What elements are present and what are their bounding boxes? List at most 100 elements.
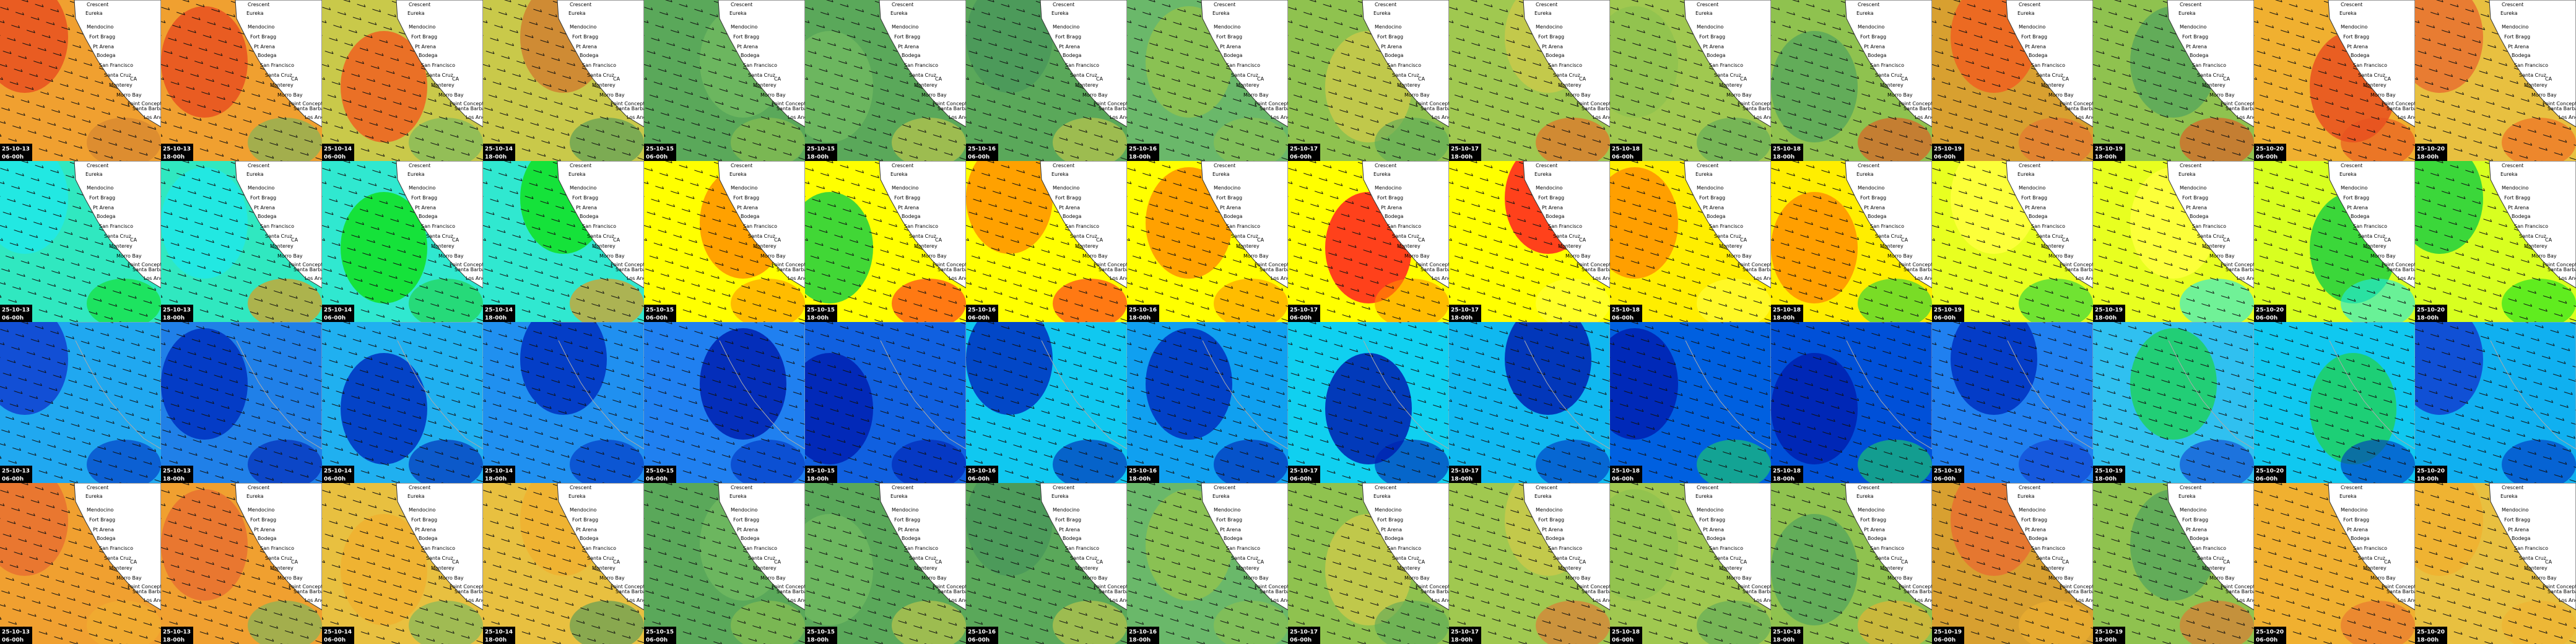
date-label: 25-10-20 xyxy=(2417,629,2445,635)
place-name: Monterey xyxy=(592,243,616,249)
place-name: Eureka xyxy=(1534,172,1552,177)
place-name: Santa Barbara xyxy=(777,106,805,111)
place-name: Crescent xyxy=(248,485,269,490)
date-label: 25-10-15 xyxy=(646,307,674,313)
time-label: 18-00h xyxy=(485,637,507,643)
place-name: Eureka xyxy=(1856,11,1874,16)
coast xyxy=(396,322,483,450)
time-label: 18-00h xyxy=(807,315,829,321)
label-box xyxy=(1449,466,1481,483)
place-name: Santa Barbara xyxy=(455,267,483,272)
date-label: 25-10-17 xyxy=(1451,468,1479,474)
label-box xyxy=(1127,144,1159,161)
place-name: Santa Barbara xyxy=(294,106,322,111)
time-label: 06-00h xyxy=(1290,315,1312,321)
place-name: Los Angeles xyxy=(2076,115,2093,120)
date-label: 25-10-13 xyxy=(163,146,191,152)
place-name: Bodega xyxy=(1385,536,1403,541)
place-name: Point Conception xyxy=(289,584,322,590)
place-name: Pt Arena xyxy=(1864,44,1885,50)
map-tile: Crescent Eureka Mendocino Fort Bragg Pt Aren… xyxy=(2254,161,2415,322)
place-name: Bodega xyxy=(2190,214,2208,219)
place-name: San Francisco xyxy=(260,63,294,68)
time-label: 18-00h xyxy=(2417,637,2439,643)
land xyxy=(235,0,322,128)
land xyxy=(557,161,644,289)
map-tile: Crescent Eureka Mendocino Fort Bragg Pt Aren… xyxy=(2093,483,2254,644)
label-box xyxy=(1932,627,1964,644)
date-label: 25-10-20 xyxy=(2256,468,2284,474)
place-name: Santa Cruz xyxy=(1070,233,1097,239)
place-name: Point Conception xyxy=(611,262,644,268)
coast xyxy=(879,322,966,450)
place-name: Monterey xyxy=(1719,565,1743,571)
map-tile: Crescent Eureka Mendocino Fort Bragg Pt Aren… xyxy=(0,483,161,644)
time-label: 06-00h xyxy=(1612,637,1634,643)
place-name: Bodega xyxy=(2190,536,2208,541)
place-name: Point Conception xyxy=(1255,101,1288,107)
place-name: Bodega xyxy=(1546,53,1564,58)
place-name: Santa Barbara xyxy=(1582,589,1610,594)
place-name: Fort Bragg xyxy=(1377,517,1403,523)
place-name: Point Conception xyxy=(2543,101,2576,107)
place-name: CA xyxy=(2223,237,2230,243)
place-name: Los Angeles xyxy=(1432,276,1449,281)
place-name: Crescent xyxy=(2341,2,2362,7)
date-label: 25-10-19 xyxy=(2095,629,2123,635)
place-name: Bodega xyxy=(1385,53,1403,58)
place-name: Morro Bay xyxy=(1887,92,1913,98)
map-tile: 25-10-17 18-00h xyxy=(1449,322,1610,483)
place-name: Santa Cruz xyxy=(748,555,775,561)
place-name: Mendocino xyxy=(87,507,114,513)
place-name: Santa Barbara xyxy=(1260,589,1288,594)
place-name: Morro Bay xyxy=(2370,92,2396,98)
place-name: Pt Arena xyxy=(1059,527,1080,533)
wind-arrows xyxy=(2415,322,2576,483)
place-name: San Francisco xyxy=(1387,224,1421,229)
place-name: Eureka xyxy=(2339,11,2357,16)
place-name: Fort Bragg xyxy=(572,34,598,40)
place-name: Crescent xyxy=(1053,2,1074,7)
place-name: Eureka xyxy=(2017,172,2035,177)
date-label: 25-10-14 xyxy=(485,307,513,313)
land xyxy=(74,0,161,128)
map-tile: Crescent Eureka Mendocino Fort Bragg Pt Aren… xyxy=(1127,483,1288,644)
date-label: 25-10-13 xyxy=(2,146,30,152)
place-name: San Francisco xyxy=(2514,224,2548,229)
label-box xyxy=(966,305,998,322)
land xyxy=(2489,161,2576,289)
place-name: Bodega xyxy=(2512,536,2530,541)
time-label: 18-00h xyxy=(163,315,185,321)
place-name: Santa Barbara xyxy=(1743,267,1771,272)
land xyxy=(1362,483,1449,611)
land xyxy=(2167,0,2254,128)
time-label: 06-00h xyxy=(2,476,24,482)
place-name: San Francisco xyxy=(1226,546,1260,551)
place-name: Point Conception xyxy=(1094,584,1127,590)
land xyxy=(1040,483,1127,611)
place-name: Morro Bay xyxy=(2048,253,2074,259)
place-name: Crescent xyxy=(1375,163,1396,168)
place-name: CA xyxy=(935,559,942,565)
place-name: Crescent xyxy=(2341,163,2362,168)
place-name: Crescent xyxy=(2019,485,2040,490)
place-name: CA xyxy=(774,237,781,243)
place-name: Santa Barbara xyxy=(2387,106,2415,111)
place-name: Los Angeles xyxy=(1432,115,1449,120)
coast xyxy=(557,322,644,450)
place-name: Monterey xyxy=(1236,565,1260,571)
label-box xyxy=(1771,466,1803,483)
place-name: Los Angeles xyxy=(466,598,483,603)
place-name: Eureka xyxy=(2339,494,2357,499)
place-name: Point Conception xyxy=(1094,262,1127,268)
place-name: Monterey xyxy=(914,243,938,249)
place-name: Pt Arena xyxy=(737,44,758,50)
place-name: Morro Bay xyxy=(2531,253,2557,259)
map-tile: Crescent Eureka Mendocino Fort Bragg Pt Aren… xyxy=(483,0,644,161)
place-name: Santa Cruz xyxy=(104,233,131,239)
place-name: Santa Cruz xyxy=(2036,233,2063,239)
place-name: Fort Bragg xyxy=(1699,195,1725,201)
place-name: Los Angeles xyxy=(627,598,644,603)
place-name: Crescent xyxy=(1536,485,1557,490)
place-name: Bodega xyxy=(1385,214,1403,219)
